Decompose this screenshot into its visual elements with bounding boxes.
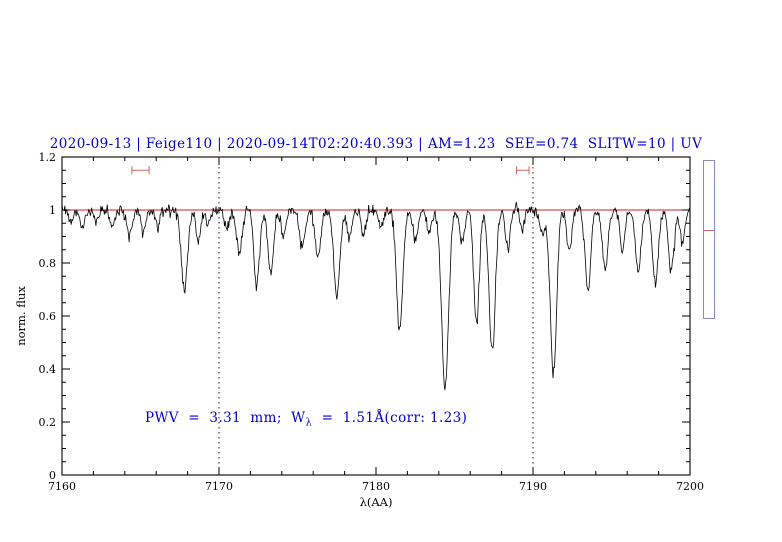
- plot-dynamic-layers: 7160 7170 7180 7190 7200 0 0.2 0.4 0.6 0.8 1 1.2: [39, 151, 705, 493]
- plot-frame: [61, 156, 691, 476]
- uv-side-panel: [703, 159, 715, 319]
- dotted-vlines: [218, 157, 534, 475]
- plot-title: 2020-09-13 | Feige110 | 2020-09-14T02:20…: [49, 136, 703, 152]
- pwv-annotation-suffix: = 1.51Å(corr: 1.23): [312, 410, 468, 426]
- y-tick-label: 1.2: [39, 151, 57, 164]
- uv-side-panel-marker: [704, 229, 714, 231]
- y-tick-label: 0.8: [39, 257, 57, 270]
- x-tick-label: 7200: [676, 480, 704, 493]
- tick-labels: 7160 7170 7180 7190 7200 0 0.2 0.4 0.6 0.8 1 1.2: [39, 151, 705, 493]
- pwv-annotation-sub: λ: [305, 417, 313, 429]
- pwv-annotation-prefix: PWV = 3.31 mm; W: [145, 410, 306, 426]
- x-tick-label: 7170: [205, 480, 233, 493]
- x-tick-label: 7190: [519, 480, 547, 493]
- spectrum-line: [61, 201, 690, 391]
- x-axis-label: λ(AA): [360, 495, 393, 509]
- y-tick-label: 0.6: [39, 310, 57, 323]
- y-tick-label: 0.4: [39, 363, 57, 376]
- y-tick-label: 0: [49, 469, 56, 482]
- x-tick-label: 7160: [48, 480, 76, 493]
- y-axis-label: norm. flux: [14, 286, 28, 346]
- pwv-annotation: PWV = 3.31 mm; Wλ = 1.51Å(corr: 1.23): [145, 410, 467, 429]
- y-tick-label: 0.2: [39, 416, 57, 429]
- y-tick-label: 1: [49, 204, 56, 217]
- x-tick-label: 7180: [362, 480, 390, 493]
- top-markers: [131, 166, 530, 175]
